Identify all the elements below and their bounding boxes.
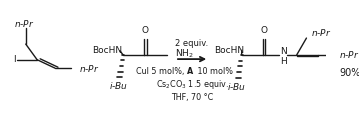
Text: $n$-Pr: $n$-Pr (311, 27, 331, 38)
Text: BocHN: BocHN (214, 46, 244, 55)
Text: $i$-Bu: $i$-Bu (109, 80, 128, 91)
Text: $i$-Bu: $i$-Bu (227, 81, 246, 92)
Text: THF, 70 °C: THF, 70 °C (171, 93, 213, 102)
Text: CuI 5 mol%,: CuI 5 mol%, (136, 67, 187, 76)
Text: O: O (142, 26, 149, 35)
Text: H: H (280, 57, 286, 66)
Text: I: I (13, 55, 16, 64)
Text: N: N (280, 47, 286, 56)
Text: A: A (187, 67, 194, 76)
Text: 90%: 90% (340, 68, 359, 78)
Text: Cs$_2$CO$_3$ 1.5 equiv.: Cs$_2$CO$_3$ 1.5 equiv. (155, 78, 229, 91)
Text: $n$-Pr: $n$-Pr (14, 18, 35, 29)
Text: 2 equiv.: 2 equiv. (175, 39, 208, 48)
Text: 10 mol%: 10 mol% (195, 67, 233, 76)
Text: $n$-Pr: $n$-Pr (339, 49, 359, 60)
Text: BocHN: BocHN (92, 46, 122, 55)
Text: NH$_2$: NH$_2$ (175, 47, 194, 60)
Text: O: O (260, 26, 267, 35)
Text: $n$-Pr: $n$-Pr (79, 63, 100, 74)
